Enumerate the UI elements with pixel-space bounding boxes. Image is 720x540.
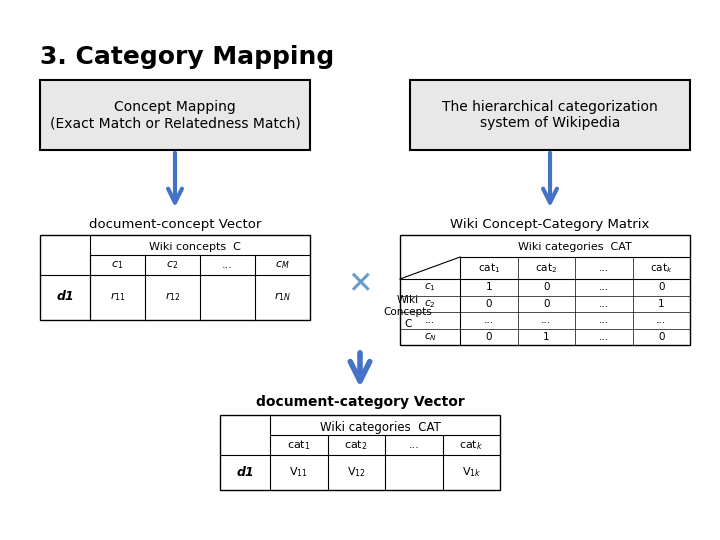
- FancyBboxPatch shape: [40, 80, 310, 150]
- Text: d1: d1: [56, 291, 74, 303]
- Text: $c_1$: $c_1$: [424, 281, 436, 293]
- Text: 3. Category Mapping: 3. Category Mapping: [40, 45, 334, 69]
- Text: $c_1$: $c_1$: [112, 259, 124, 271]
- Text: cat$_k$: cat$_k$: [650, 261, 672, 275]
- Text: ...: ...: [541, 315, 552, 325]
- Text: document-category Vector: document-category Vector: [256, 395, 464, 409]
- Text: Concept Mapping
(Exact Match or Relatedness Match): Concept Mapping (Exact Match or Relatedn…: [50, 100, 300, 130]
- Text: 0: 0: [543, 299, 549, 309]
- Text: ...: ...: [599, 332, 609, 342]
- FancyBboxPatch shape: [410, 80, 690, 150]
- Text: 1: 1: [543, 332, 549, 342]
- Text: cat$_1$: cat$_1$: [477, 261, 500, 275]
- Text: 0: 0: [658, 332, 665, 342]
- FancyBboxPatch shape: [400, 235, 690, 345]
- Text: ...: ...: [484, 315, 494, 325]
- Text: Wiki categories  CAT: Wiki categories CAT: [320, 421, 441, 434]
- Text: $c_2$: $c_2$: [166, 259, 179, 271]
- Text: 0: 0: [543, 282, 549, 292]
- Text: d1: d1: [236, 465, 254, 478]
- Text: $r_{12}$: $r_{12}$: [165, 291, 180, 303]
- Text: Wiki Concept-Category Matrix: Wiki Concept-Category Matrix: [450, 218, 649, 231]
- Text: ...: ...: [425, 315, 435, 325]
- Text: $c_2$: $c_2$: [424, 298, 436, 309]
- Text: V$_{12}$: V$_{12}$: [347, 465, 366, 479]
- Text: $c_N$: $c_N$: [423, 331, 436, 343]
- Text: 0: 0: [485, 299, 492, 309]
- Text: Wiki concepts  C: Wiki concepts C: [149, 242, 241, 252]
- Text: ...: ...: [599, 263, 609, 273]
- FancyBboxPatch shape: [40, 235, 310, 320]
- Text: $r_{1N}$: $r_{1N}$: [274, 291, 291, 303]
- Text: 1: 1: [658, 299, 665, 309]
- Text: ...: ...: [408, 440, 419, 450]
- Text: ...: ...: [599, 299, 609, 309]
- Text: The hierarchical categorization
system of Wikipedia: The hierarchical categorization system o…: [442, 100, 658, 130]
- Text: Wiki
Concepts
C: Wiki Concepts C: [384, 295, 433, 329]
- Text: ✕: ✕: [347, 271, 373, 300]
- Text: ...: ...: [222, 260, 233, 270]
- Text: cat$_2$: cat$_2$: [535, 261, 557, 275]
- FancyBboxPatch shape: [40, 80, 310, 150]
- Text: ...: ...: [656, 315, 666, 325]
- Text: V$_{1k}$: V$_{1k}$: [462, 465, 481, 479]
- Text: 0: 0: [658, 282, 665, 292]
- Text: 0: 0: [485, 332, 492, 342]
- Text: cat$_1$: cat$_1$: [287, 438, 310, 452]
- Text: $c_M$: $c_M$: [275, 259, 290, 271]
- Text: cat$_2$: cat$_2$: [344, 438, 368, 452]
- Text: V$_{11}$: V$_{11}$: [289, 465, 308, 479]
- Text: 1: 1: [485, 282, 492, 292]
- Text: ...: ...: [599, 315, 609, 325]
- FancyBboxPatch shape: [220, 415, 500, 490]
- Text: cat$_k$: cat$_k$: [459, 438, 483, 452]
- Text: document-concept Vector: document-concept Vector: [89, 218, 261, 231]
- Text: ...: ...: [599, 282, 609, 292]
- Text: $r_{11}$: $r_{11}$: [109, 291, 125, 303]
- Text: Wiki categories  CAT: Wiki categories CAT: [518, 242, 632, 252]
